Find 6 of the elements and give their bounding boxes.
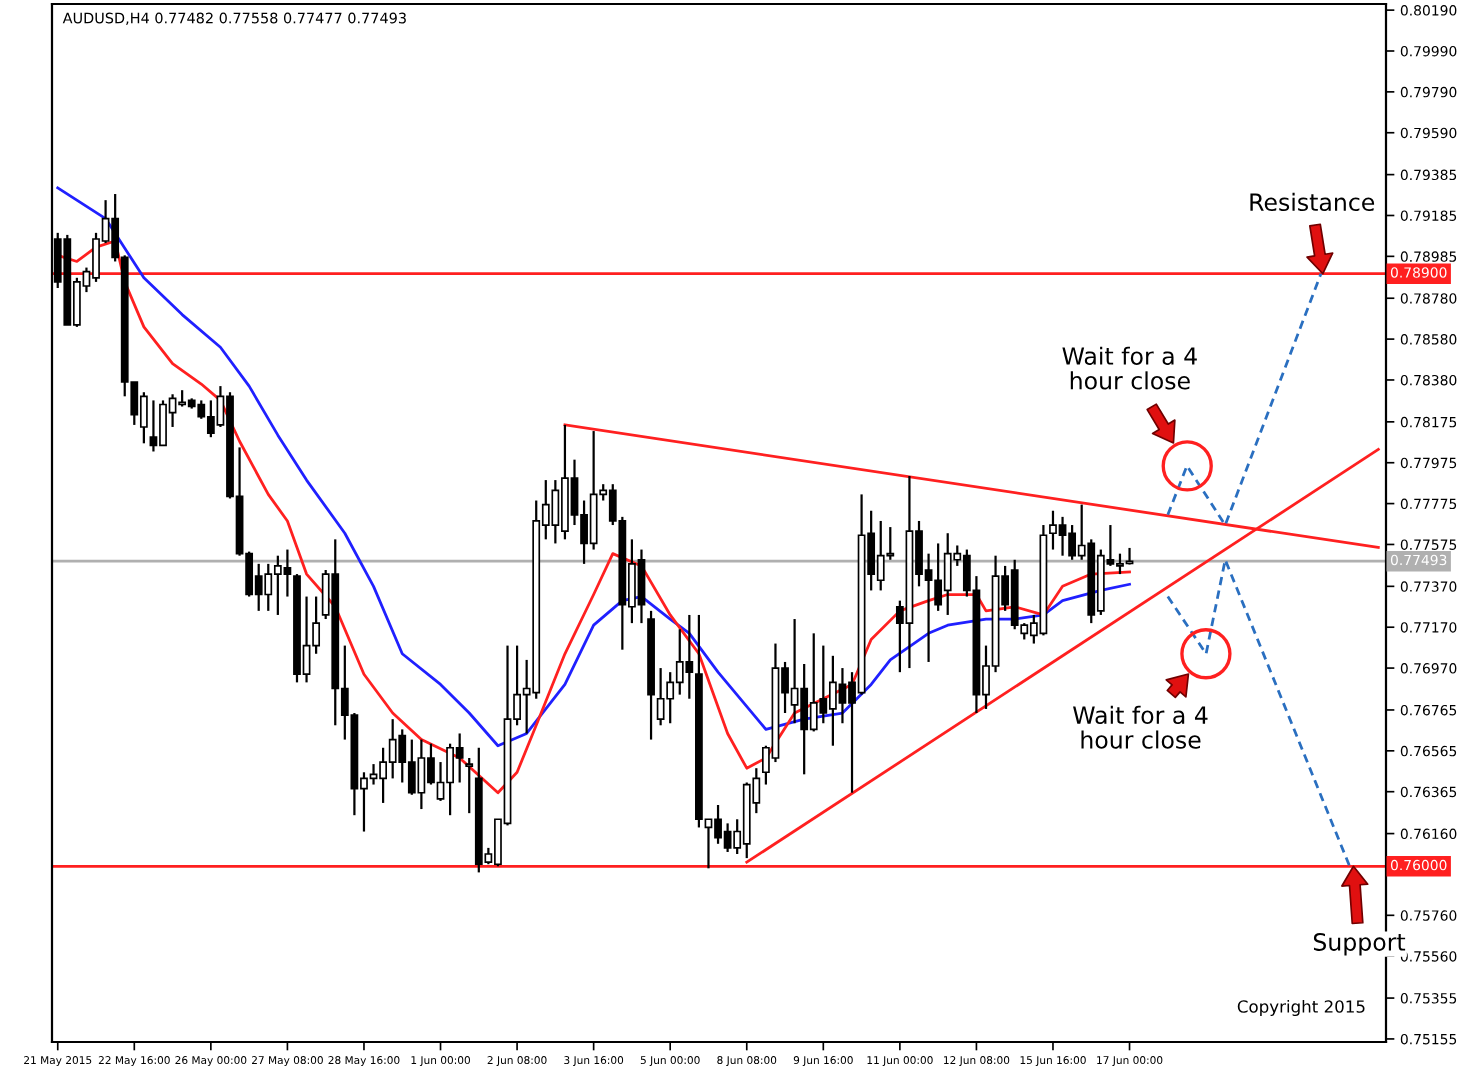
annotation: Wait for a 4 hour close	[1073, 705, 1208, 749]
candlestick	[465, 756, 474, 815]
annotation: Support	[1313, 933, 1406, 956]
annotation: Wait for a 4 hour close	[1062, 346, 1197, 390]
annotation: Copyright 2015	[1237, 999, 1365, 1017]
annotation: Resistance	[1250, 192, 1375, 212]
